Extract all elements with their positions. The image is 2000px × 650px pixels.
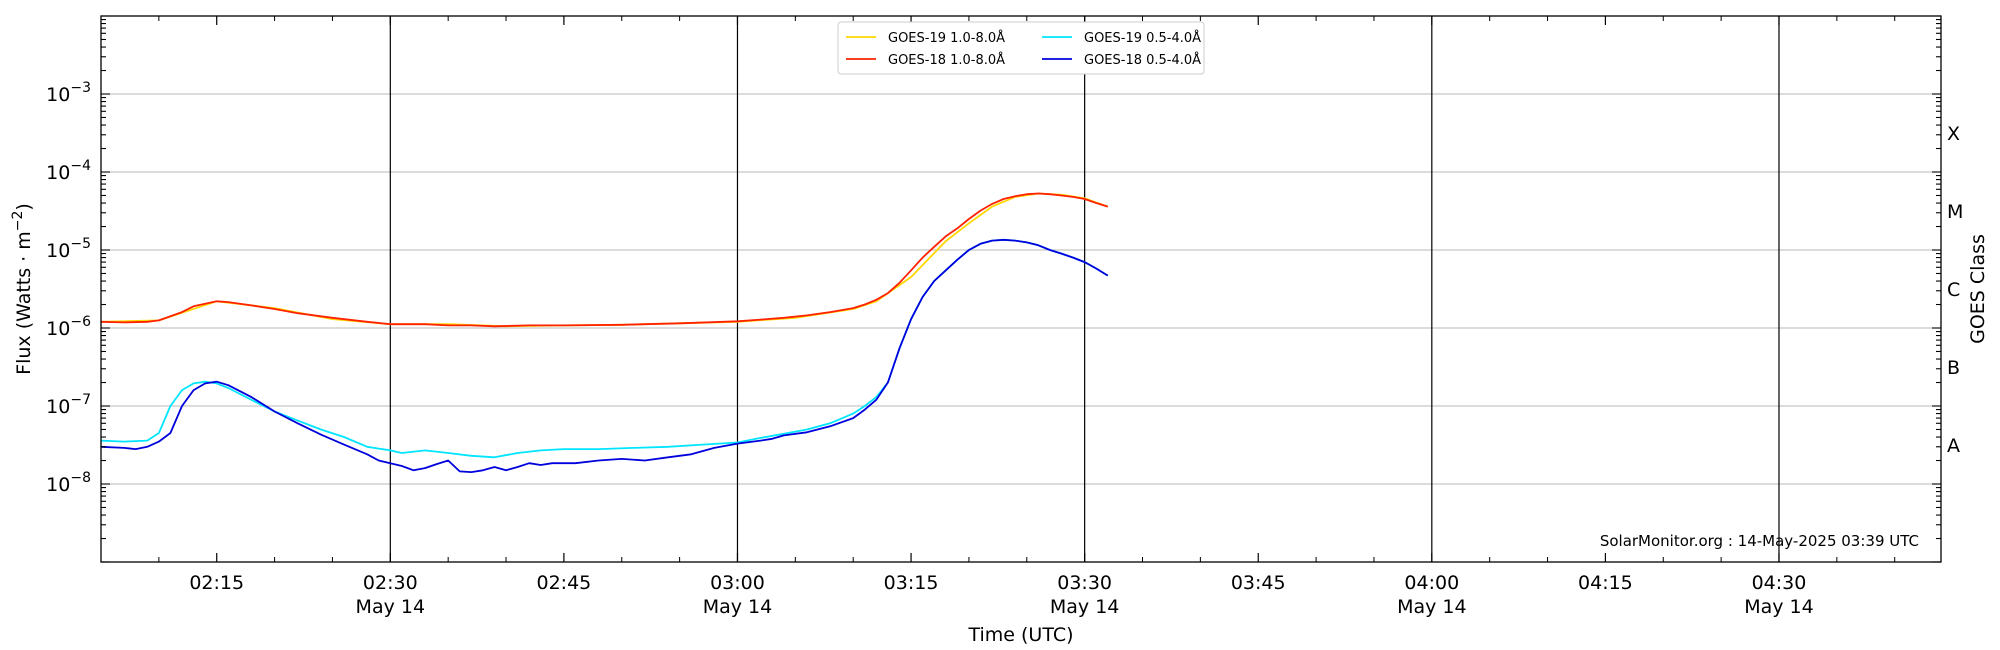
goes-class-label: M (1947, 201, 1963, 223)
y-axis-label: Flux (Watts · m−2) (10, 203, 35, 375)
plot-frame (100, 15, 1942, 563)
legend-entry: GOES-19 0.5-4.0Å (1084, 30, 1201, 46)
x-tick-date-label: May 14 (1050, 596, 1120, 618)
grid-layer (101, 93, 1941, 485)
goes-class-label: X (1947, 123, 1960, 145)
y-tick-label: 10−4 (46, 158, 91, 184)
goes-class-label: C (1947, 279, 1960, 301)
x-tick-label: 04:00 (1404, 572, 1459, 594)
x-tick-date-label: May 14 (1744, 596, 1814, 618)
y-tick-label: 10−5 (46, 236, 91, 262)
source-watermark: SolarMonitor.org : 14-May-2025 03:39 UTC (1600, 532, 1919, 550)
x-tick-date-label: May 14 (1397, 596, 1467, 618)
goes-class-label: A (1947, 435, 1960, 457)
legend-box (837, 21, 1205, 75)
series-line (100, 238, 1109, 474)
vertical-marker-layer (389, 16, 1780, 562)
goes-class-label: B (1947, 357, 1960, 379)
legend-entry: GOES-19 1.0-8.0Å (888, 30, 1005, 46)
y-tick-label: 10−6 (46, 314, 91, 340)
y-tick-label: 10−3 (46, 80, 91, 106)
y-tick-labels: 10−8 10−7 10−6 10−5 10−4 10−3 (46, 80, 91, 496)
x-tick-label: 03:15 (884, 572, 939, 594)
legend-entry: GOES-18 0.5-4.0Å (1084, 52, 1201, 68)
series-line (100, 192, 1109, 328)
x-tick-label: 03:00 (710, 572, 765, 594)
legend-entry: GOES-18 1.0-8.0Å (888, 52, 1005, 68)
y-tick-label: 10−7 (46, 392, 91, 418)
x-tick-date-label: May 14 (703, 596, 773, 618)
x-tick-date-label: May 14 (356, 596, 426, 618)
legend-items: GOES-19 1.0-8.0Å GOES-19 0.5-4.0Å GOES-18 … (846, 30, 1201, 68)
x-tick-label: 02:45 (537, 572, 592, 594)
x-tick-label: 02:15 (189, 572, 244, 594)
x-tick-label: 04:15 (1578, 572, 1633, 594)
series-layer (100, 192, 1109, 474)
x-tick-label: 03:45 (1231, 572, 1286, 594)
legend: GOES-19 1.0-8.0Å GOES-19 0.5-4.0Å GOES-18 … (837, 21, 1205, 75)
axis-tick-layer (100, 16, 1941, 563)
x-tick-label: 02:30 (363, 572, 418, 594)
goes-class-axis-label: GOES Class (1967, 234, 1989, 344)
y-tick-label: 10−8 (46, 470, 91, 496)
x-tick-label: 03:30 (1057, 572, 1112, 594)
x-tick-label: 04:30 (1752, 572, 1807, 594)
x-axis-label: Time (UTC) (967, 624, 1073, 646)
goes-class-labels: A B C M X (1947, 123, 1963, 457)
